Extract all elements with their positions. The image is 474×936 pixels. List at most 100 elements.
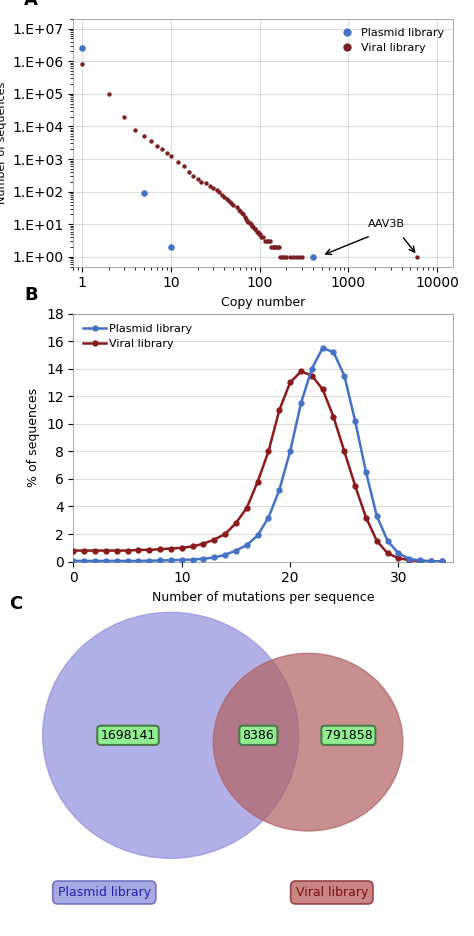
Plasmid library [428, 556, 434, 567]
Plasmid library [309, 363, 315, 374]
Point [251, 222, 258, 237]
Text: Plasmid library: Plasmid library [58, 886, 151, 899]
Point [273, 240, 280, 255]
Point [190, 168, 197, 183]
Point [264, 234, 272, 249]
Text: B: B [24, 285, 38, 303]
Plasmid library [374, 510, 380, 521]
Plasmid library [157, 555, 163, 566]
Viral library [407, 555, 412, 566]
Point [174, 154, 182, 169]
Point [242, 212, 250, 227]
Viral library [352, 480, 358, 491]
Plasmid library [114, 555, 119, 566]
Point [244, 213, 251, 228]
Point [258, 230, 265, 245]
Plasmid library [439, 556, 445, 567]
Viral library [233, 518, 239, 529]
Viral library [276, 404, 282, 416]
Plasmid library [352, 416, 358, 427]
Point [281, 250, 288, 265]
Point [241, 210, 248, 225]
Point [140, 185, 148, 200]
Viral library [255, 476, 261, 488]
Point [245, 214, 252, 229]
Point [105, 86, 113, 101]
Plasmid library [320, 343, 326, 354]
Plasmid library [136, 555, 141, 566]
Viral library [179, 542, 185, 553]
X-axis label: Copy number: Copy number [221, 296, 305, 309]
Viral library [168, 543, 174, 554]
Text: C: C [9, 595, 23, 613]
Point [239, 207, 247, 222]
Text: 8386: 8386 [243, 729, 274, 742]
Point [263, 234, 270, 249]
Point [167, 240, 174, 255]
Viral library [125, 545, 130, 556]
Viral library [417, 555, 423, 566]
Plasmid library [276, 484, 282, 495]
Plasmid library [298, 398, 304, 409]
Plasmid library [179, 554, 185, 565]
Viral library [374, 535, 380, 547]
Point [269, 240, 276, 255]
Point [215, 185, 223, 200]
Viral library [211, 534, 217, 545]
Plasmid library [417, 555, 423, 566]
Point [253, 224, 261, 239]
Viral library [114, 545, 119, 556]
Viral library [385, 548, 391, 559]
Plasmid library [146, 555, 152, 566]
Point [78, 57, 86, 72]
Y-axis label: Number of sequences: Number of sequences [0, 81, 7, 204]
Plasmid library [255, 530, 261, 541]
Plasmid library [103, 555, 109, 566]
Text: A: A [24, 0, 38, 8]
Legend: Plasmid library, Viral library: Plasmid library, Viral library [79, 319, 197, 354]
Point [248, 218, 256, 233]
Viral library [136, 544, 141, 555]
Point [233, 200, 240, 215]
Viral library [320, 384, 326, 395]
Viral library [190, 541, 195, 552]
Viral library [157, 544, 163, 555]
Point [261, 234, 269, 249]
Viral library [103, 545, 109, 556]
Point [202, 176, 210, 191]
Point [140, 129, 148, 144]
Point [197, 174, 205, 189]
Point [255, 227, 263, 241]
Point [298, 250, 306, 265]
Plasmid library [407, 553, 412, 564]
Point [252, 222, 259, 237]
Point [235, 202, 242, 217]
Point [286, 250, 294, 265]
Point [194, 171, 201, 186]
Viral library [92, 545, 98, 556]
Point [185, 165, 193, 180]
X-axis label: Number of mutations per sequence: Number of mutations per sequence [152, 591, 374, 604]
Text: 1698141: 1698141 [100, 729, 155, 742]
Point [220, 189, 228, 204]
Point [236, 204, 244, 219]
Point [295, 250, 303, 265]
Point [228, 196, 235, 211]
Viral library [341, 446, 347, 457]
Plasmid library [71, 555, 76, 566]
Point [246, 215, 254, 230]
Plasmid library [82, 555, 87, 566]
Viral library [298, 366, 304, 377]
Viral library [71, 545, 76, 556]
Point [275, 240, 283, 255]
Point [247, 217, 255, 232]
Point [259, 230, 267, 245]
Viral library [309, 370, 315, 381]
Point [207, 179, 214, 194]
Viral library [396, 552, 401, 563]
Legend: Plasmid library, Viral library: Plasmid library, Viral library [333, 24, 447, 56]
Viral library [265, 446, 271, 457]
Plasmid library [265, 512, 271, 523]
Plasmid library [222, 549, 228, 561]
Point [213, 183, 220, 197]
